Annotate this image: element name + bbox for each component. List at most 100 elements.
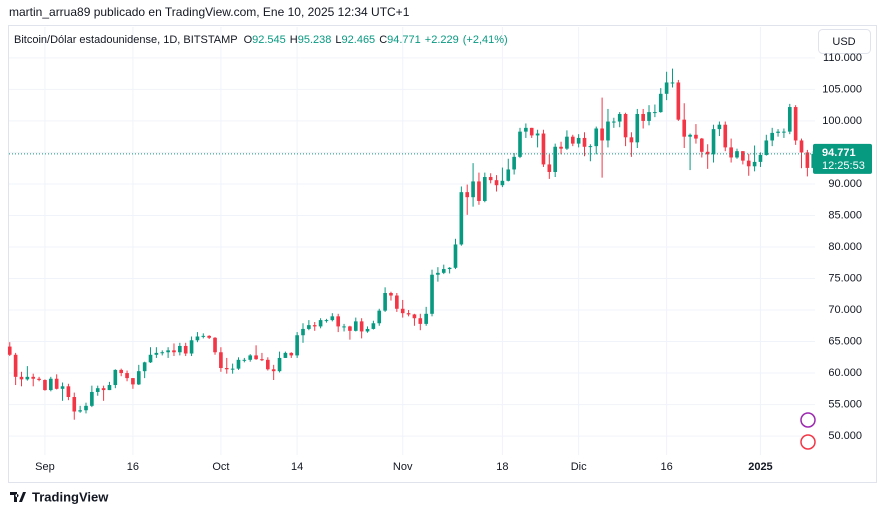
candle-body — [699, 138, 704, 152]
candle-body — [260, 359, 264, 361]
candle-body — [482, 177, 487, 201]
ohlc-value: 95.238 — [298, 34, 332, 46]
y-tick-label: 50.000 — [828, 430, 862, 442]
y-tick-label: 110.000 — [823, 52, 862, 64]
candle-body — [594, 128, 599, 147]
candle-body — [66, 386, 71, 398]
candle-body — [535, 133, 540, 136]
candle-body — [723, 124, 728, 148]
event-icon[interactable] — [800, 412, 816, 428]
candle-body — [25, 376, 30, 380]
candle-body — [600, 128, 604, 141]
x-tick-label: Sep — [35, 461, 55, 473]
candle-body — [770, 132, 775, 141]
candle-body — [113, 369, 118, 386]
candle-body — [178, 345, 182, 353]
candle-body — [383, 293, 387, 311]
header: Bitcoin/Dólar estadounidense, 1D, BITSTA… — [14, 34, 508, 46]
byline: martin_arrua89 publicado en TradingView.… — [9, 5, 410, 19]
candle-body — [43, 379, 47, 391]
x-tick-label: 14 — [291, 461, 303, 473]
footer-logo — [10, 492, 26, 502]
candle-body — [670, 82, 675, 84]
candle-body — [412, 314, 417, 319]
candle-body — [265, 359, 270, 370]
candle-body — [400, 308, 405, 314]
candle-body — [154, 352, 159, 355]
candle-body — [664, 82, 669, 94]
ohlc-value: 94.771 — [387, 34, 421, 46]
candle-body — [729, 147, 733, 158]
candle-body — [465, 192, 470, 198]
candle-body — [318, 320, 323, 327]
candle-body — [60, 386, 65, 389]
candle-body — [612, 121, 616, 123]
candle-body — [48, 378, 53, 391]
chart-title: Bitcoin/Dólar estadounidense, 1D, BITSTA… — [14, 34, 238, 46]
candle-body — [95, 388, 100, 392]
y-tick-label: 100.000 — [822, 115, 862, 127]
candle-body — [160, 352, 165, 354]
candle-body — [377, 310, 382, 324]
candle-body — [136, 371, 141, 385]
currency-button[interactable] — [818, 29, 871, 54]
candle-body — [365, 328, 370, 332]
candle-body — [348, 326, 352, 331]
candle-body — [230, 368, 235, 370]
candle-body — [430, 274, 434, 314]
candle-body — [359, 321, 364, 332]
candle-body — [447, 267, 452, 270]
currency[interactable]: USD — [832, 36, 855, 48]
y-tick-label: 65.000 — [828, 335, 862, 347]
candle-body — [142, 362, 147, 372]
candle-body — [518, 131, 522, 157]
candle-body — [271, 369, 276, 372]
candle-body — [576, 137, 581, 144]
candle-body — [224, 368, 229, 370]
candle-body — [201, 335, 206, 337]
x-tick-label: Nov — [393, 461, 413, 473]
y-tick-label: 60.000 — [828, 367, 862, 379]
candle-body — [705, 151, 710, 155]
event-icon[interactable] — [800, 434, 816, 450]
candle-body — [172, 350, 176, 353]
candle-body — [131, 378, 135, 385]
candle-body — [242, 359, 247, 361]
candle-body — [787, 107, 792, 132]
candle-body — [805, 152, 810, 168]
candle-body — [342, 326, 346, 328]
candle-body — [336, 316, 341, 327]
candle-body — [782, 131, 786, 133]
x-tick-label: Dic — [571, 461, 587, 473]
candle-body — [459, 192, 464, 245]
candle-body — [289, 352, 294, 356]
candle-body — [119, 369, 124, 374]
candle-body — [418, 318, 423, 324]
candle-body — [353, 321, 358, 331]
candle-body — [78, 410, 82, 412]
candle-body — [541, 133, 546, 165]
candle-body — [312, 325, 317, 327]
candle-body — [547, 164, 552, 172]
candle-body — [658, 93, 663, 113]
y-tick-label: 70.000 — [828, 304, 862, 316]
candle-body — [682, 119, 687, 137]
candle-body — [741, 151, 745, 161]
candle-body — [31, 376, 36, 379]
candle-body — [301, 328, 305, 336]
x-tick-label: 16 — [127, 461, 139, 473]
y-tick-label: 90.000 — [828, 178, 862, 190]
candle-body — [471, 181, 475, 198]
candle-body — [635, 113, 640, 143]
candle-body — [606, 121, 610, 141]
candle-body — [559, 146, 563, 149]
change: +2.229 — [425, 34, 459, 46]
candle-body — [406, 313, 411, 315]
candle-body — [758, 154, 763, 162]
candle-body — [565, 136, 569, 149]
candle-body — [553, 146, 558, 172]
candle-body — [436, 272, 440, 275]
candle-body — [735, 151, 739, 158]
candle-body — [524, 127, 528, 132]
candle-body — [236, 359, 241, 369]
